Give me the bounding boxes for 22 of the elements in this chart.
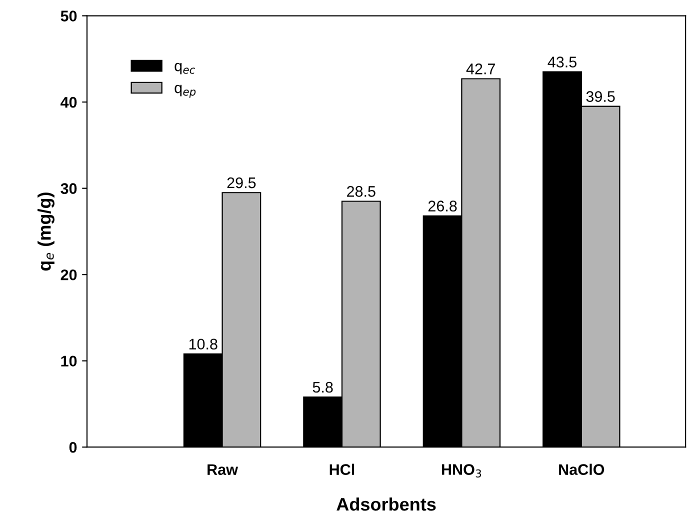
data-label: 43.5 bbox=[548, 56, 576, 68]
y-tick-label: 50 bbox=[60, 10, 77, 22]
data-label: 26.8 bbox=[428, 200, 457, 212]
data-label: 39.5 bbox=[586, 91, 615, 102]
y-tick-label: 20 bbox=[60, 269, 77, 280]
data-label: 42.7 bbox=[466, 64, 495, 74]
x-tick-label: HCl bbox=[330, 464, 354, 475]
y-tick-label: 40 bbox=[60, 96, 77, 108]
y-axis-title: q$_{e}$ (mg/g) bbox=[38, 192, 54, 271]
data-label: 28.5 bbox=[347, 186, 376, 197]
data-label: 10.8 bbox=[189, 338, 218, 350]
y-tick-label: 10 bbox=[61, 356, 77, 367]
legend-label: q$_{ep}$ bbox=[174, 84, 196, 98]
x-tick-label: NaClO bbox=[559, 464, 604, 475]
data-label: 29.5 bbox=[227, 177, 256, 188]
x-tick-label: Raw bbox=[208, 464, 238, 475]
y-tick-label: 0 bbox=[69, 442, 77, 453]
y-tick-label: 30 bbox=[60, 183, 77, 194]
x-axis-title: Adsorbents bbox=[336, 497, 436, 511]
x-tick-label: HNO$_{3}$ bbox=[442, 464, 482, 478]
data-label: 5.8 bbox=[312, 382, 333, 393]
legend-label: q$_{ec}$ bbox=[174, 62, 196, 74]
